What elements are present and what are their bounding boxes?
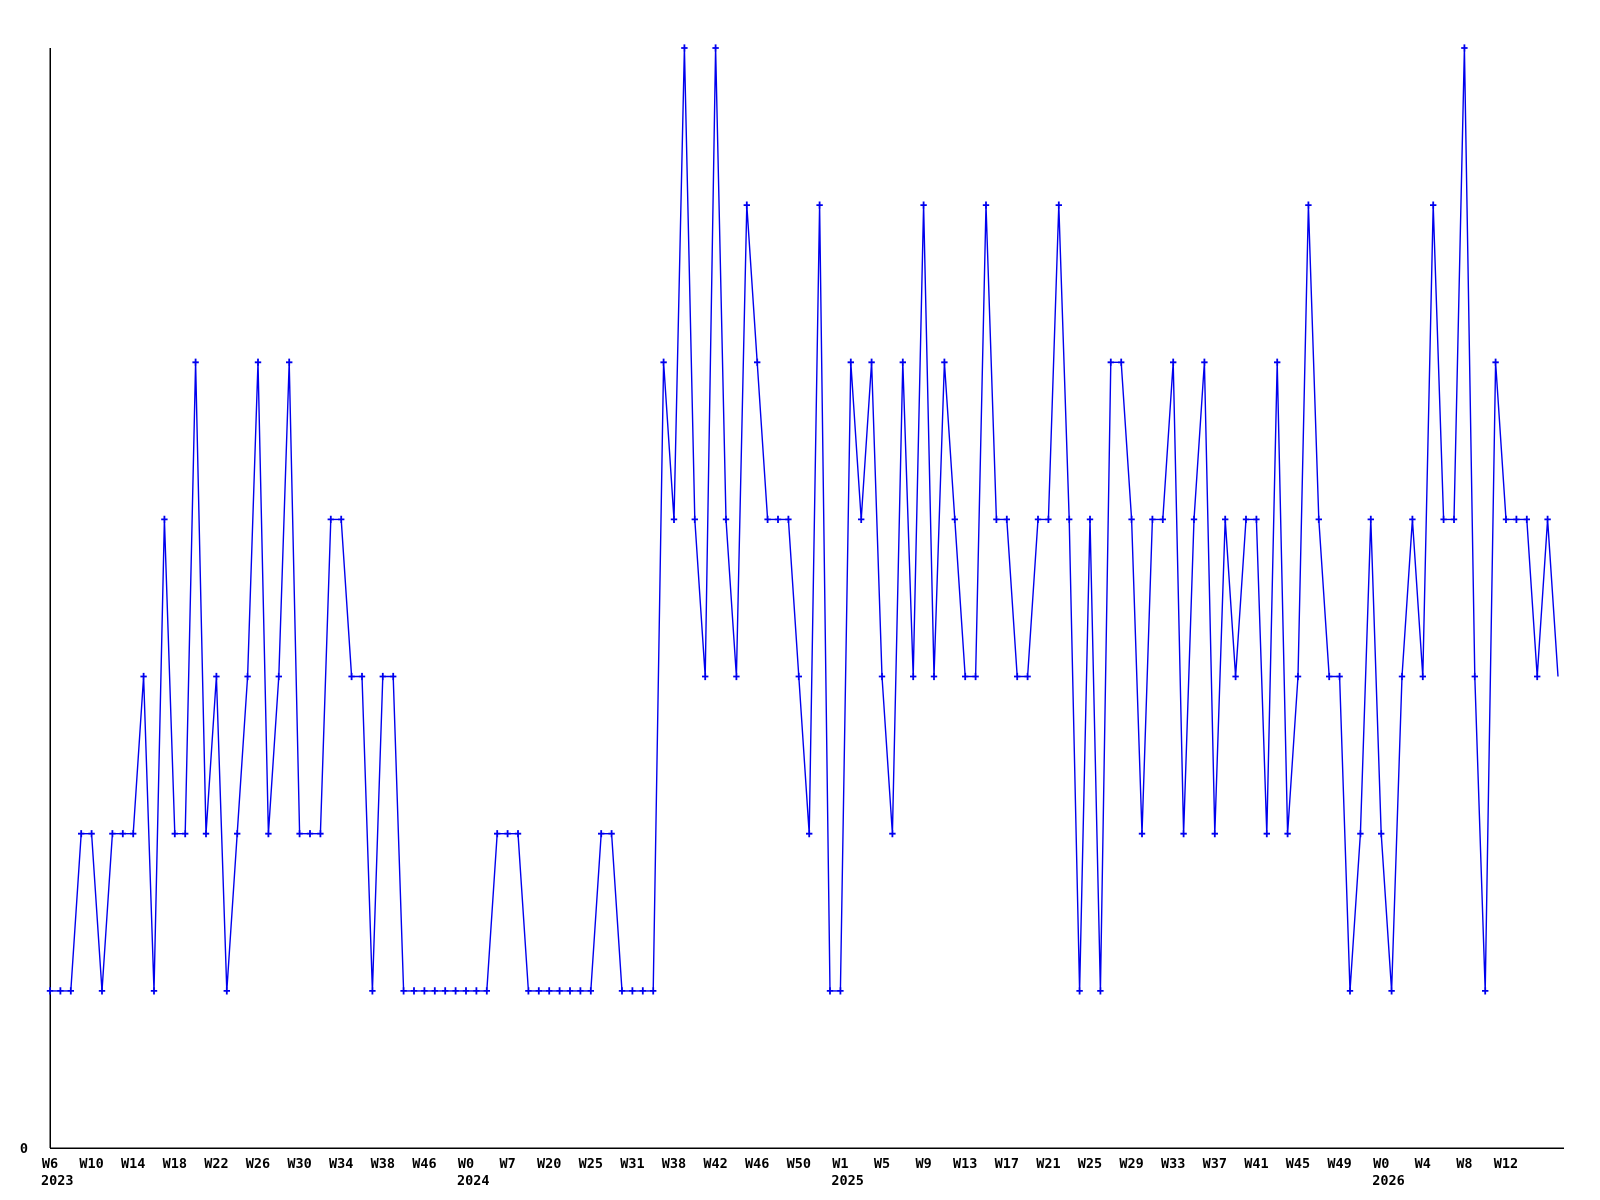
x-tick-label: W9 [915,1156,931,1172]
x-tick-label: W38 [371,1156,395,1172]
x-tick-label: W21 [1036,1156,1060,1172]
x-tick-label: W7 [499,1156,515,1172]
x-tick-label: W38 [662,1156,686,1172]
y-axis-zero-label: 0 [20,1141,28,1157]
series-point-markers [46,44,1551,995]
x-tick-label: W6 [42,1156,58,1172]
x-tick-label: W25 [1078,1156,1102,1172]
x-tick-label: W14 [121,1156,145,1172]
x-tick-label: W12 [1494,1156,1518,1172]
x-tick-label: W41 [1244,1156,1268,1172]
x-tick-label: W8 [1456,1156,1472,1172]
x-tick-label: W25 [579,1156,603,1172]
x-tick-label: W4 [1415,1156,1431,1172]
x-year-label: 2024 [457,1173,490,1189]
x-tick-label: W26 [246,1156,270,1172]
x-tick-label: W20 [537,1156,561,1172]
x-tick-label: W33 [1161,1156,1185,1172]
x-tick-label: W22 [204,1156,228,1172]
x-year-label: 2023 [41,1173,74,1189]
x-tick-label: W46 [412,1156,436,1172]
x-tick-label: W42 [703,1156,727,1172]
x-tick-label: W0 [458,1156,474,1172]
x-tick-label: W1 [832,1156,848,1172]
x-tick-label: W5 [874,1156,890,1172]
x-tick-label: W10 [79,1156,103,1172]
x-tick-label: W29 [1119,1156,1143,1172]
x-year-label: 2025 [831,1173,864,1189]
x-tick-label: W30 [287,1156,311,1172]
x-tick-label: W45 [1286,1156,1310,1172]
series-line [50,47,1559,992]
x-tick-label: W0 [1373,1156,1389,1172]
x-year-label: 2026 [1372,1173,1405,1189]
x-tick-label: W49 [1327,1156,1351,1172]
x-tick-label: W31 [620,1156,644,1172]
x-tick-label: W13 [953,1156,977,1172]
x-tick-label: W37 [1203,1156,1227,1172]
x-tick-label: W18 [163,1156,187,1172]
x-tick-label: W17 [995,1156,1019,1172]
x-tick-label: W50 [787,1156,811,1172]
x-tick-label: W46 [745,1156,769,1172]
x-tick-label: W34 [329,1156,353,1172]
